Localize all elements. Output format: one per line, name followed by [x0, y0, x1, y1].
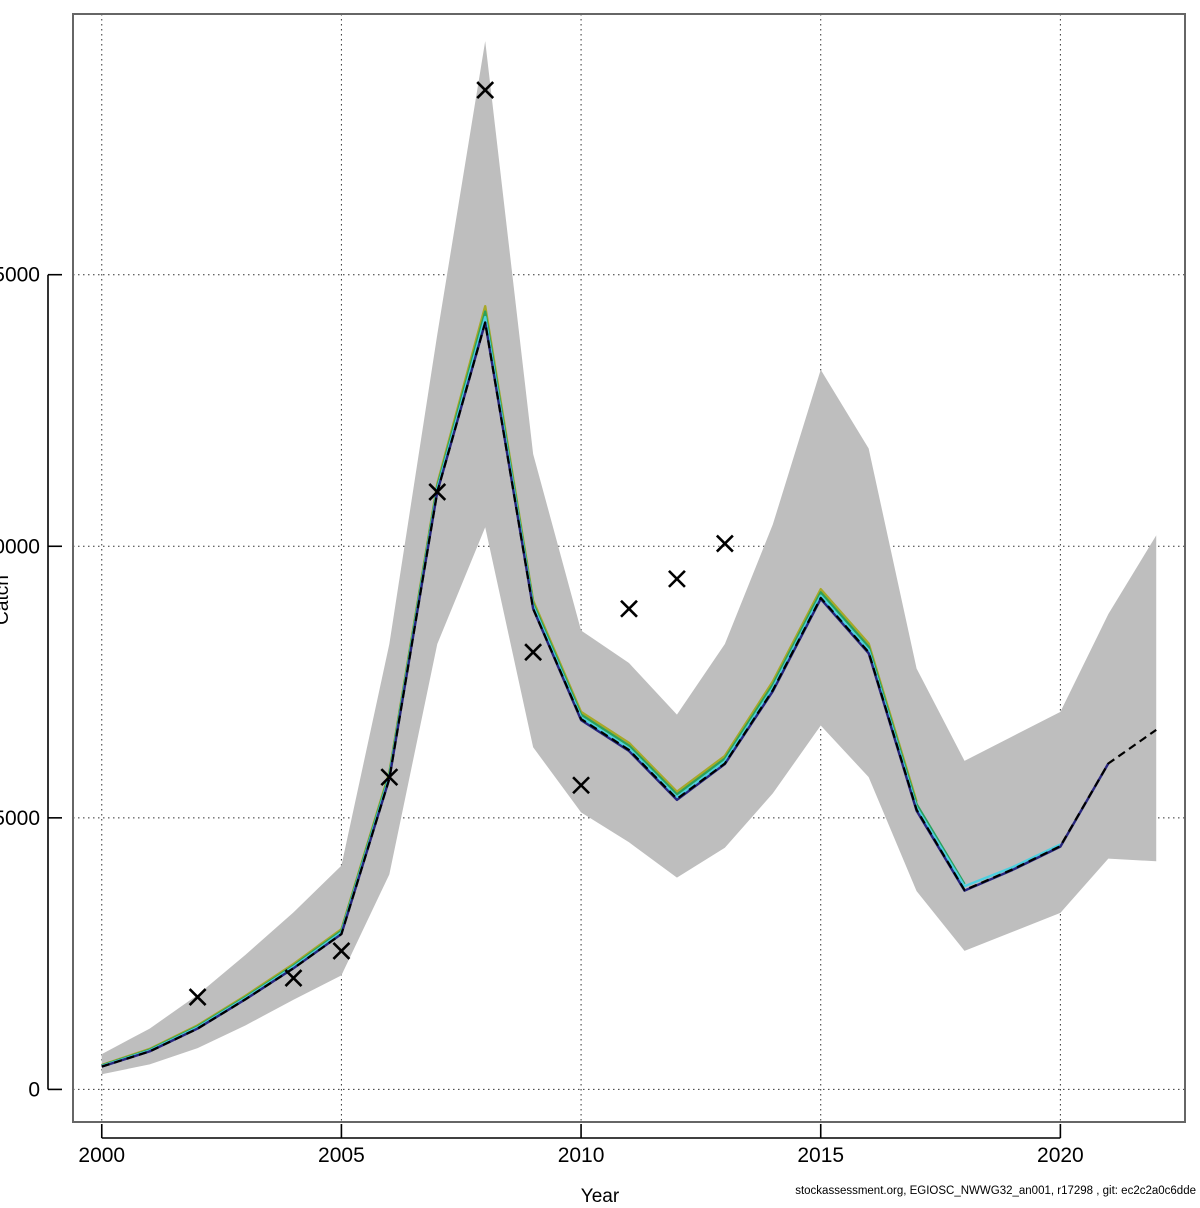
x-axis-title: Year [580, 1186, 620, 1207]
x-tick-label: 2020 [1037, 1144, 1084, 1167]
y-tick-label: 5000 [0, 807, 40, 830]
footer-provenance: stockassessment.org, EGIOSC_NWWG32_an001… [795, 1185, 1196, 1197]
y-tick-label: 10000 [0, 535, 40, 558]
series-lines [101, 305, 1157, 1068]
axis-ticks [47, 273, 1062, 1139]
x-tick-label: 2015 [797, 1144, 844, 1167]
y-axis-title: Catch [0, 575, 13, 625]
x-tick-label: 2000 [78, 1144, 125, 1167]
x-tick-label: 2010 [558, 1144, 605, 1167]
grid-lines [73, 14, 1185, 1122]
y-tick-label: 0 [28, 1078, 40, 1101]
plot-frame [72, 13, 1186, 1123]
axis-tick-labels: 0 5000 10000 15000 2000 2005 2010 2015 2020 [0, 264, 1084, 1167]
x-tick-label: 2005 [318, 1144, 365, 1167]
confidence-band [101, 41, 1157, 1075]
observed-markers [188, 81, 734, 1006]
y-tick-label: 15000 [0, 264, 40, 287]
